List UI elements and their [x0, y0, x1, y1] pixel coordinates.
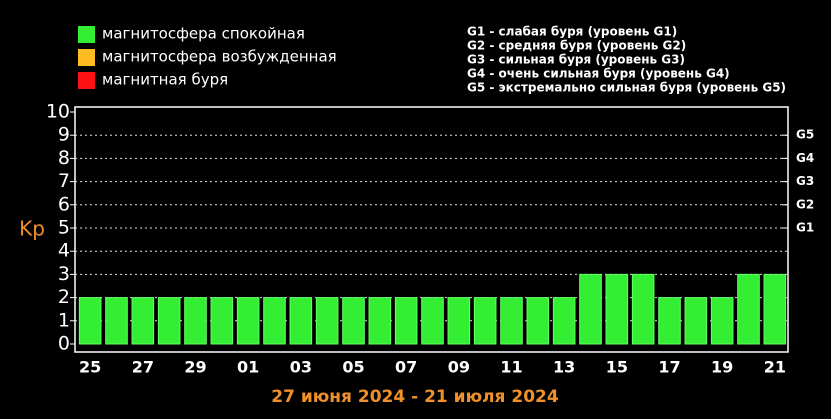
bar — [684, 297, 708, 345]
y-tick-label: 4 — [58, 240, 70, 262]
bar — [289, 297, 313, 345]
x-tick-label: 25 — [79, 358, 101, 377]
bar — [473, 297, 497, 345]
bar — [315, 297, 339, 345]
legend-label: магнитосфера спокойная — [102, 25, 305, 43]
y2-tick-label: G1 — [796, 221, 814, 235]
x-tick-label: 07 — [395, 358, 417, 377]
y2-tick-label: G3 — [796, 174, 814, 188]
legend-swatch — [78, 26, 95, 43]
bar — [763, 273, 787, 345]
x-tick-label: 27 — [132, 358, 154, 377]
y-tick-label: 10 — [46, 101, 70, 123]
bar — [210, 297, 234, 345]
note: G5 - экстремально сильная буря (уровень … — [467, 81, 786, 95]
note: G1 - слабая буря (уровень G1) — [467, 25, 677, 39]
x-axis-label: 27 июня 2024 - 21 июля 2024 — [271, 387, 559, 407]
y-tick-label: 5 — [58, 217, 70, 239]
bar — [500, 297, 523, 345]
y-tick-label: 3 — [58, 263, 70, 285]
bar — [526, 297, 550, 345]
y-tick-label: 9 — [58, 124, 70, 146]
bar — [78, 297, 102, 345]
y-tick-label: 1 — [58, 309, 70, 331]
bar — [710, 297, 734, 345]
bar — [342, 297, 365, 345]
note: G4 - очень сильная буря (уровень G4) — [467, 67, 730, 81]
x-tick-label: 01 — [237, 358, 259, 377]
x-tick-label: 29 — [184, 358, 206, 377]
bar — [631, 273, 655, 345]
bar — [131, 297, 155, 345]
x-tick-label: 11 — [500, 358, 522, 377]
x-tick-label: 19 — [711, 358, 733, 377]
y-tick-label: 7 — [58, 170, 70, 192]
note: G3 - сильная буря (уровень G3) — [467, 53, 685, 67]
x-tick-label: 15 — [606, 358, 628, 377]
y-tick-label: 0 — [58, 333, 70, 355]
y2-tick-label: G4 — [796, 151, 814, 165]
bar — [263, 297, 286, 345]
bar — [394, 297, 418, 345]
x-tick-label: 21 — [764, 358, 786, 377]
legend-swatch — [78, 72, 95, 89]
legend-label: магнитосфера возбужденная — [102, 48, 337, 66]
y-tick-label: 8 — [58, 147, 70, 169]
bar — [184, 297, 207, 345]
x-tick-label: 09 — [448, 358, 470, 377]
y2-tick-label: G2 — [796, 197, 814, 211]
x-tick-label: 17 — [658, 358, 680, 377]
bar — [236, 297, 260, 345]
bar — [157, 297, 181, 345]
bar — [552, 297, 576, 345]
x-tick-label: 05 — [342, 358, 364, 377]
bar — [737, 273, 760, 345]
bar — [368, 297, 392, 345]
legend-label: магнитная буря — [102, 71, 228, 89]
x-tick-label: 13 — [553, 358, 575, 377]
note: G2 - средняя буря (уровень G2) — [467, 39, 686, 53]
bar — [447, 297, 471, 345]
y-tick-label: 6 — [58, 193, 70, 215]
y-tick-label: 2 — [58, 286, 70, 308]
bar — [605, 273, 629, 345]
bar — [658, 297, 681, 345]
plot-frame — [74, 106, 789, 353]
bar — [579, 273, 602, 345]
x-tick-label: 03 — [290, 358, 312, 377]
y-axis-label: Kp — [19, 217, 45, 241]
bar — [421, 297, 444, 345]
y2-tick-label: G5 — [796, 128, 814, 142]
legend-swatch — [78, 49, 95, 66]
bar — [105, 297, 128, 345]
